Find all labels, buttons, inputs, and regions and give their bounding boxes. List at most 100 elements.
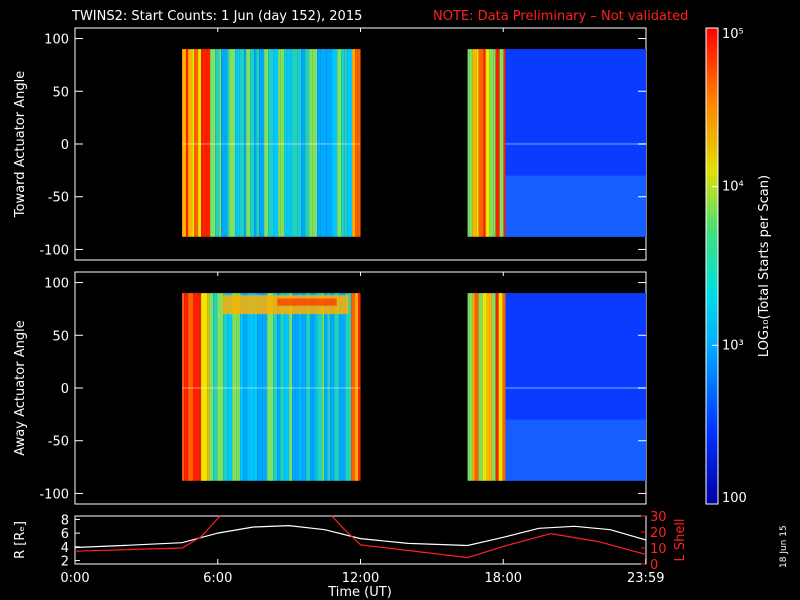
xtick-label: 23:59 — [627, 571, 664, 586]
colorbar-gradient — [706, 28, 718, 504]
heatmap-cell — [299, 293, 302, 481]
heatmap-cell — [312, 49, 318, 237]
heatmap-cell — [261, 49, 265, 237]
heatmap-cell — [330, 293, 335, 481]
ytick-label: 6 — [61, 527, 69, 542]
heatmap-cell — [301, 49, 306, 237]
heatmap-cell — [310, 293, 313, 481]
ytick-label: -50 — [48, 435, 69, 450]
heatmap-cell — [309, 49, 313, 237]
heatmap-cell — [315, 293, 318, 481]
ylabel-l-shell: L Shell — [673, 518, 688, 561]
xtick-label: 12:00 — [342, 571, 379, 586]
heatmap-cell — [280, 293, 285, 481]
heatmap-cell — [193, 293, 200, 481]
heatmap-cell — [341, 49, 345, 237]
ytick-label: 2 — [61, 555, 69, 570]
heatmap-cell — [505, 142, 646, 145]
heatmap-cell — [482, 293, 487, 481]
heatmap-cell — [182, 142, 361, 145]
heatmap-cell — [284, 293, 290, 481]
heatmap-cell — [291, 49, 298, 237]
heatmap-cell — [209, 293, 214, 481]
colorbar-tick-label: 10⁵ — [722, 27, 744, 42]
heatmap-cell — [469, 293, 473, 481]
ytick-label: 100 — [44, 277, 69, 292]
heatmap-cell — [239, 49, 245, 237]
heatmap-cell — [324, 293, 328, 481]
chart-title: TWINS2: Start Counts: 1 Jun (day 152), 2… — [71, 9, 362, 24]
heatmap-cell — [186, 49, 189, 237]
panel-away: 100 50 0 -50 -100 Away Actuator Angle — [13, 271, 647, 505]
heatmap-cell — [352, 49, 356, 237]
heatmap-cell — [254, 49, 257, 237]
heatmap-cell — [491, 293, 496, 481]
heatmap-cell — [472, 49, 477, 237]
heatmap-cell — [286, 49, 292, 237]
xtick-label: 18:00 — [485, 571, 522, 586]
heatmap-cell — [495, 49, 498, 237]
xlabel-time: Time (UT) — [327, 585, 392, 600]
colorbar-tick-label: 10³ — [722, 338, 744, 353]
heatmap-cell — [264, 49, 269, 237]
heatmap-cell — [292, 293, 296, 481]
ytick-label-right: 30 — [650, 510, 667, 525]
heatmap-cell — [476, 49, 479, 237]
heatmap-cell — [227, 49, 230, 237]
heatmap-cell — [337, 49, 342, 237]
heatmap-cell — [489, 49, 494, 237]
heatmap-cell — [474, 293, 479, 481]
panel-orbit-frame — [74, 515, 647, 565]
heatmap-cell — [301, 293, 307, 481]
colorbar-tick-label: 100 — [722, 491, 747, 506]
heatmap-cell — [257, 293, 263, 481]
ytick-label-right: 20 — [650, 526, 667, 541]
heatmap-cell — [355, 49, 358, 237]
heatmap-cell — [357, 49, 361, 237]
xtick-label: 6:00 — [203, 571, 232, 586]
heatmap-cell — [334, 293, 340, 481]
heatmap-cell — [262, 293, 268, 481]
heatmap-cell — [505, 386, 646, 389]
l-shell-line — [74, 515, 647, 559]
colorbar-tick-label: 10⁴ — [722, 180, 744, 195]
heatmap-cell — [246, 49, 251, 237]
heatmap-cell — [198, 49, 202, 237]
heatmap-cell — [339, 293, 346, 481]
heatmap-away — [182, 293, 646, 481]
ytick-label: 0 — [61, 138, 69, 153]
heatmap-toward — [182, 49, 646, 237]
xtick-label: 0:00 — [60, 571, 89, 586]
panel-away-yticks: 100 50 0 -50 -100 — [39, 277, 646, 502]
heatmap-cell — [278, 49, 281, 237]
time-axis: 0:00 6:00 12:00 18:00 23:59 — [60, 28, 664, 586]
ytick-label: 50 — [52, 85, 69, 100]
heatmap-cell — [188, 293, 194, 481]
ytick-label: 100 — [44, 33, 69, 48]
heatmap-cell — [277, 293, 281, 481]
heatmap-cell — [332, 49, 338, 237]
heatmap-cell — [201, 293, 208, 481]
heatmap-cell — [243, 293, 248, 481]
heatmap-cell — [322, 293, 325, 481]
heatmap-cell — [223, 293, 228, 481]
heatmap-cell — [259, 49, 262, 237]
heatmap-cell — [207, 293, 210, 481]
heatmap-cell — [355, 293, 359, 481]
heatmap-cell — [358, 293, 361, 481]
ytick-label: -50 — [48, 191, 69, 206]
ytick-label: 4 — [61, 541, 69, 556]
heatmap-cell — [229, 49, 236, 237]
ytick-label: -100 — [39, 487, 69, 502]
heatmap-cell — [351, 293, 356, 481]
heatmap-cell — [250, 49, 255, 237]
heatmap-cell — [327, 293, 331, 481]
heatmap-cell — [497, 49, 500, 237]
heatmap-cell — [485, 49, 490, 237]
ytick-label-right: 10 — [650, 542, 667, 557]
colorbar-ticks: 10⁵ 10⁴ 10³ 100 — [712, 27, 747, 506]
ytick-label: -100 — [39, 243, 69, 258]
